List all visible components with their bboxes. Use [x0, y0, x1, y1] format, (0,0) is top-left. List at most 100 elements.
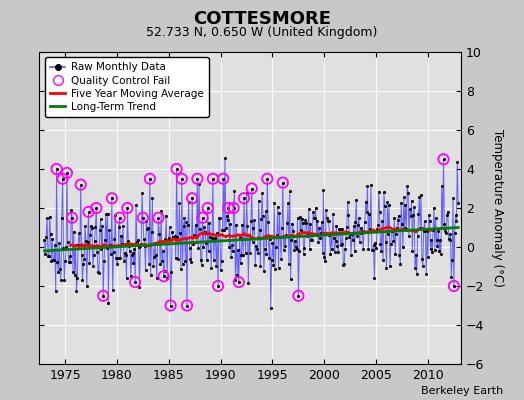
Point: [89, 263, 97, 269]
Point: [320, 254, 329, 260]
Point: [235, 235, 244, 242]
Point: [154, 214, 162, 221]
Point: [238, 222, 246, 228]
Point: [357, 230, 366, 236]
Point: [343, 224, 351, 230]
Point: [67, 206, 75, 213]
Point: [53, 259, 62, 266]
Point: [408, 248, 417, 254]
Point: [405, 232, 413, 239]
Point: [446, 231, 455, 237]
Point: [198, 262, 206, 268]
Point: [441, 228, 450, 234]
Point: [427, 237, 435, 243]
Point: [186, 256, 194, 262]
Point: [68, 214, 77, 221]
Point: [203, 257, 211, 263]
Point: [412, 270, 421, 277]
Point: [115, 214, 124, 221]
Point: [123, 205, 132, 211]
Point: [422, 270, 430, 277]
Point: [374, 222, 382, 228]
Point: [235, 279, 243, 285]
Point: [277, 255, 286, 262]
Point: [236, 260, 245, 266]
Point: [132, 202, 140, 208]
Point: [86, 232, 94, 238]
Point: [375, 208, 384, 215]
Point: [235, 279, 243, 285]
Point: [378, 218, 386, 224]
Point: [173, 234, 182, 240]
Point: [247, 185, 256, 192]
Point: [212, 262, 221, 269]
Point: [404, 190, 412, 196]
Point: [329, 210, 337, 217]
Point: [275, 210, 283, 216]
Point: [95, 227, 104, 234]
Point: [272, 232, 281, 238]
Point: [318, 219, 326, 226]
Point: [301, 217, 310, 223]
Point: [130, 246, 138, 252]
Point: [315, 225, 323, 232]
Point: [222, 225, 230, 232]
Point: [314, 239, 322, 245]
Point: [288, 221, 297, 228]
Point: [209, 176, 217, 182]
Point: [252, 243, 260, 249]
Point: [333, 243, 342, 250]
Point: [47, 257, 56, 264]
Point: [114, 254, 122, 261]
Point: [83, 238, 92, 245]
Point: [177, 266, 185, 272]
Point: [146, 176, 154, 182]
Point: [224, 205, 233, 211]
Point: [310, 215, 318, 221]
Point: [75, 230, 83, 236]
Point: [72, 288, 81, 294]
Point: [305, 245, 314, 252]
Point: [275, 265, 283, 272]
Point: [140, 243, 149, 249]
Point: [200, 223, 209, 230]
Point: [211, 237, 220, 243]
Point: [112, 255, 121, 261]
Point: [220, 226, 228, 233]
Point: [410, 204, 418, 210]
Point: [60, 277, 69, 284]
Point: [360, 229, 368, 236]
Point: [316, 230, 325, 236]
Point: [123, 205, 132, 211]
Point: [397, 200, 406, 206]
Point: [364, 246, 373, 252]
Point: [290, 247, 298, 253]
Point: [199, 244, 208, 250]
Point: [107, 195, 116, 202]
Point: [448, 257, 456, 264]
Point: [178, 176, 186, 182]
Point: [164, 237, 172, 243]
Point: [292, 244, 300, 250]
Point: [178, 176, 186, 182]
Point: [286, 188, 294, 194]
Point: [77, 182, 85, 188]
Point: [287, 237, 296, 243]
Point: [203, 205, 212, 211]
Point: [392, 225, 401, 232]
Point: [307, 237, 315, 243]
Point: [294, 292, 302, 299]
Point: [424, 254, 432, 260]
Point: [395, 212, 403, 219]
Point: [87, 223, 95, 229]
Point: [450, 283, 458, 289]
Point: [366, 225, 374, 232]
Point: [387, 228, 396, 234]
Point: [356, 225, 365, 232]
Point: [174, 256, 182, 262]
Point: [71, 272, 79, 278]
Point: [328, 246, 336, 252]
Point: [359, 246, 367, 253]
Point: [216, 267, 225, 274]
Point: [202, 240, 210, 246]
